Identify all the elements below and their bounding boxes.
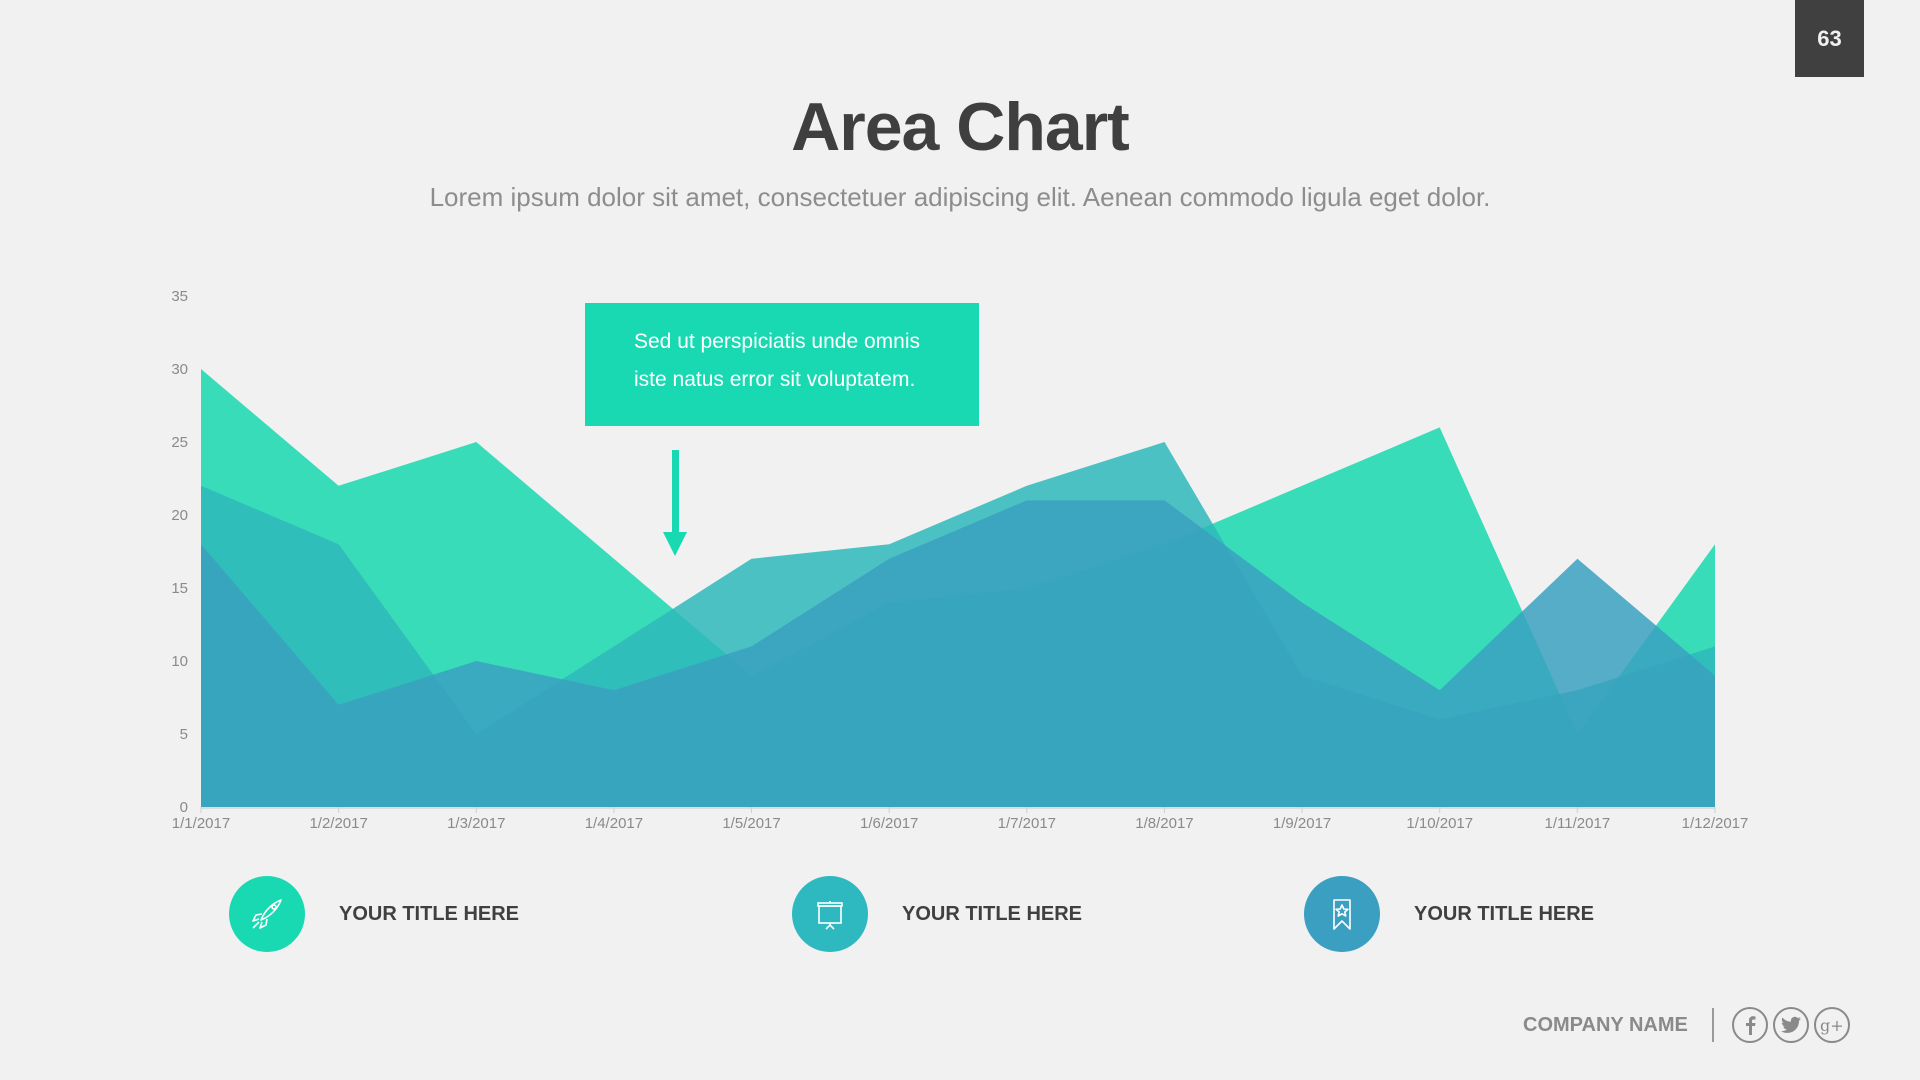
presentation-board-icon — [792, 876, 868, 952]
x-tick-label: 1/12/2017 — [1682, 815, 1749, 832]
feature-item-2: YOUR TITLE HERE — [792, 876, 1082, 952]
twitter-icon[interactable] — [1772, 1007, 1809, 1043]
callout-line-1: Sed ut perspiciatis unde omnis — [634, 330, 920, 353]
slide-title: Area Chart — [791, 89, 1130, 165]
x-tick-label: 1/9/2017 — [1273, 815, 1331, 832]
callout-line-2: iste natus error sit voluptatem. — [634, 368, 916, 391]
chart-callout: Sed ut perspiciatis unde omnis iste natu… — [585, 303, 979, 426]
y-tick-label: 5 — [180, 726, 188, 743]
y-tick-label: 15 — [171, 580, 188, 597]
y-tick-label: 35 — [171, 288, 188, 305]
x-tick-label: 1/4/2017 — [585, 815, 643, 832]
y-tick-label: 20 — [171, 507, 188, 524]
bookmark-star-icon — [1304, 876, 1380, 952]
page-number-badge: 63 — [1795, 0, 1864, 77]
feature-title-3: YOUR TITLE HERE — [1414, 902, 1595, 925]
company-name: COMPANY NAME — [1523, 1013, 1688, 1036]
rocket-icon — [229, 876, 305, 952]
feature-item-3: YOUR TITLE HERE — [1304, 876, 1594, 952]
google-plus-glyph: g+ — [1820, 1015, 1844, 1035]
x-tick-label: 1/2/2017 — [309, 815, 367, 832]
y-tick-label: 0 — [180, 799, 188, 816]
x-tick-label: 1/1/2017 — [172, 815, 230, 832]
google-plus-icon[interactable]: g+ — [1813, 1007, 1850, 1043]
feature-item-1: YOUR TITLE HERE — [229, 876, 519, 952]
x-tick-label: 1/10/2017 — [1406, 815, 1473, 832]
facebook-icon[interactable] — [1731, 1007, 1768, 1043]
x-tick-label: 1/8/2017 — [1135, 815, 1193, 832]
y-tick-label: 10 — [171, 653, 188, 670]
y-tick-label: 30 — [171, 361, 188, 378]
feature-title-1: YOUR TITLE HERE — [339, 902, 520, 925]
x-tick-label: 1/7/2017 — [998, 815, 1056, 832]
x-tick-label: 1/11/2017 — [1545, 815, 1611, 832]
y-tick-label: 25 — [171, 434, 188, 451]
footer: COMPANY NAME g+ — [1523, 1005, 1855, 1045]
feature-title-2: YOUR TITLE HERE — [902, 902, 1083, 925]
footer-divider — [1711, 1008, 1714, 1042]
arrow-shaft — [672, 450, 679, 534]
slide-subtitle: Lorem ipsum dolor sit amet, consectetuer… — [429, 182, 1491, 212]
arrow-down-icon — [663, 532, 687, 556]
x-tick-label: 1/3/2017 — [447, 815, 505, 832]
x-tick-label: 1/6/2017 — [860, 815, 918, 832]
area-series-3 — [201, 500, 1715, 807]
x-tick-label: 1/5/2017 — [722, 815, 780, 832]
